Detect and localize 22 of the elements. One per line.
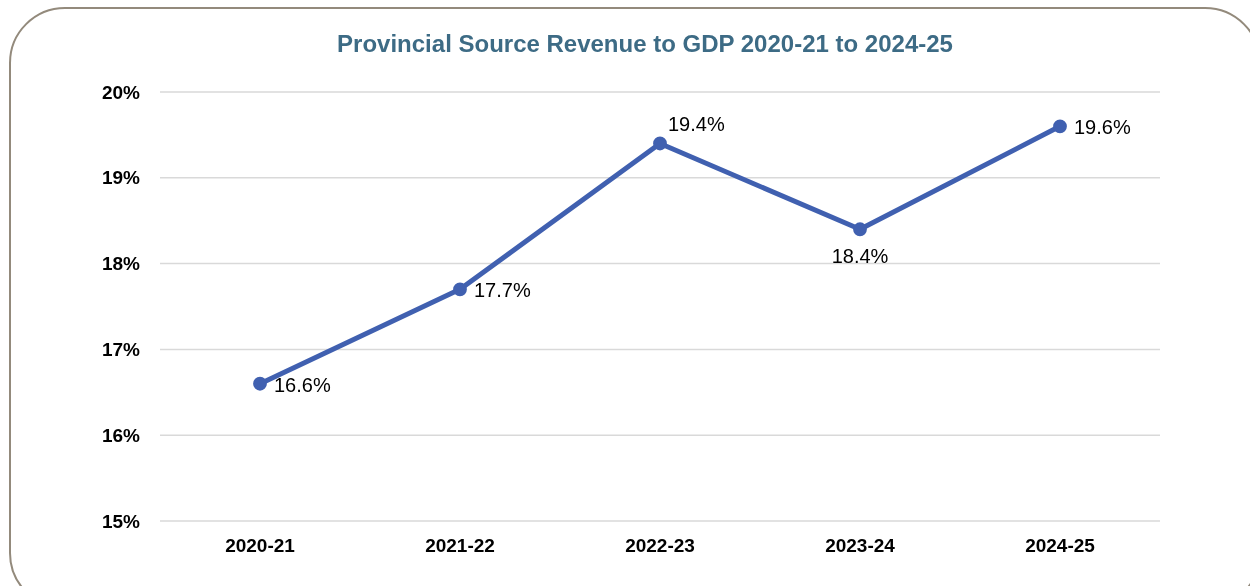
- point: [653, 136, 667, 151]
- y-tick-label: 17%: [101, 338, 141, 360]
- point: [253, 376, 267, 391]
- data-label: 18.4%: [831, 245, 889, 268]
- point: [853, 222, 867, 237]
- data-label: 19.4%: [668, 113, 725, 136]
- y-tick-label: 19%: [101, 167, 141, 189]
- y-tick-label: 20%: [101, 81, 141, 103]
- x-tick-label: 2024-25: [1025, 535, 1096, 557]
- y-tick-label: 16%: [101, 424, 141, 446]
- x-tick-label: 2023-24: [825, 535, 896, 557]
- point: [1053, 119, 1067, 134]
- x-tick-label: 2021-22: [425, 535, 495, 557]
- x-tick-label: 2020-21: [225, 535, 296, 557]
- data-label: 16.6%: [274, 373, 331, 396]
- y-tick-label: 18%: [101, 253, 141, 275]
- data-label: 19.6%: [1074, 116, 1131, 139]
- y-tick-label: 15%: [101, 510, 141, 532]
- x-tick-label: 2022-23: [625, 535, 695, 557]
- data-label: 17.7%: [474, 279, 531, 302]
- point: [453, 282, 467, 297]
- chart-title: Provincial Source Revenue to GDP 2020-21 to 2024-25: [337, 30, 953, 57]
